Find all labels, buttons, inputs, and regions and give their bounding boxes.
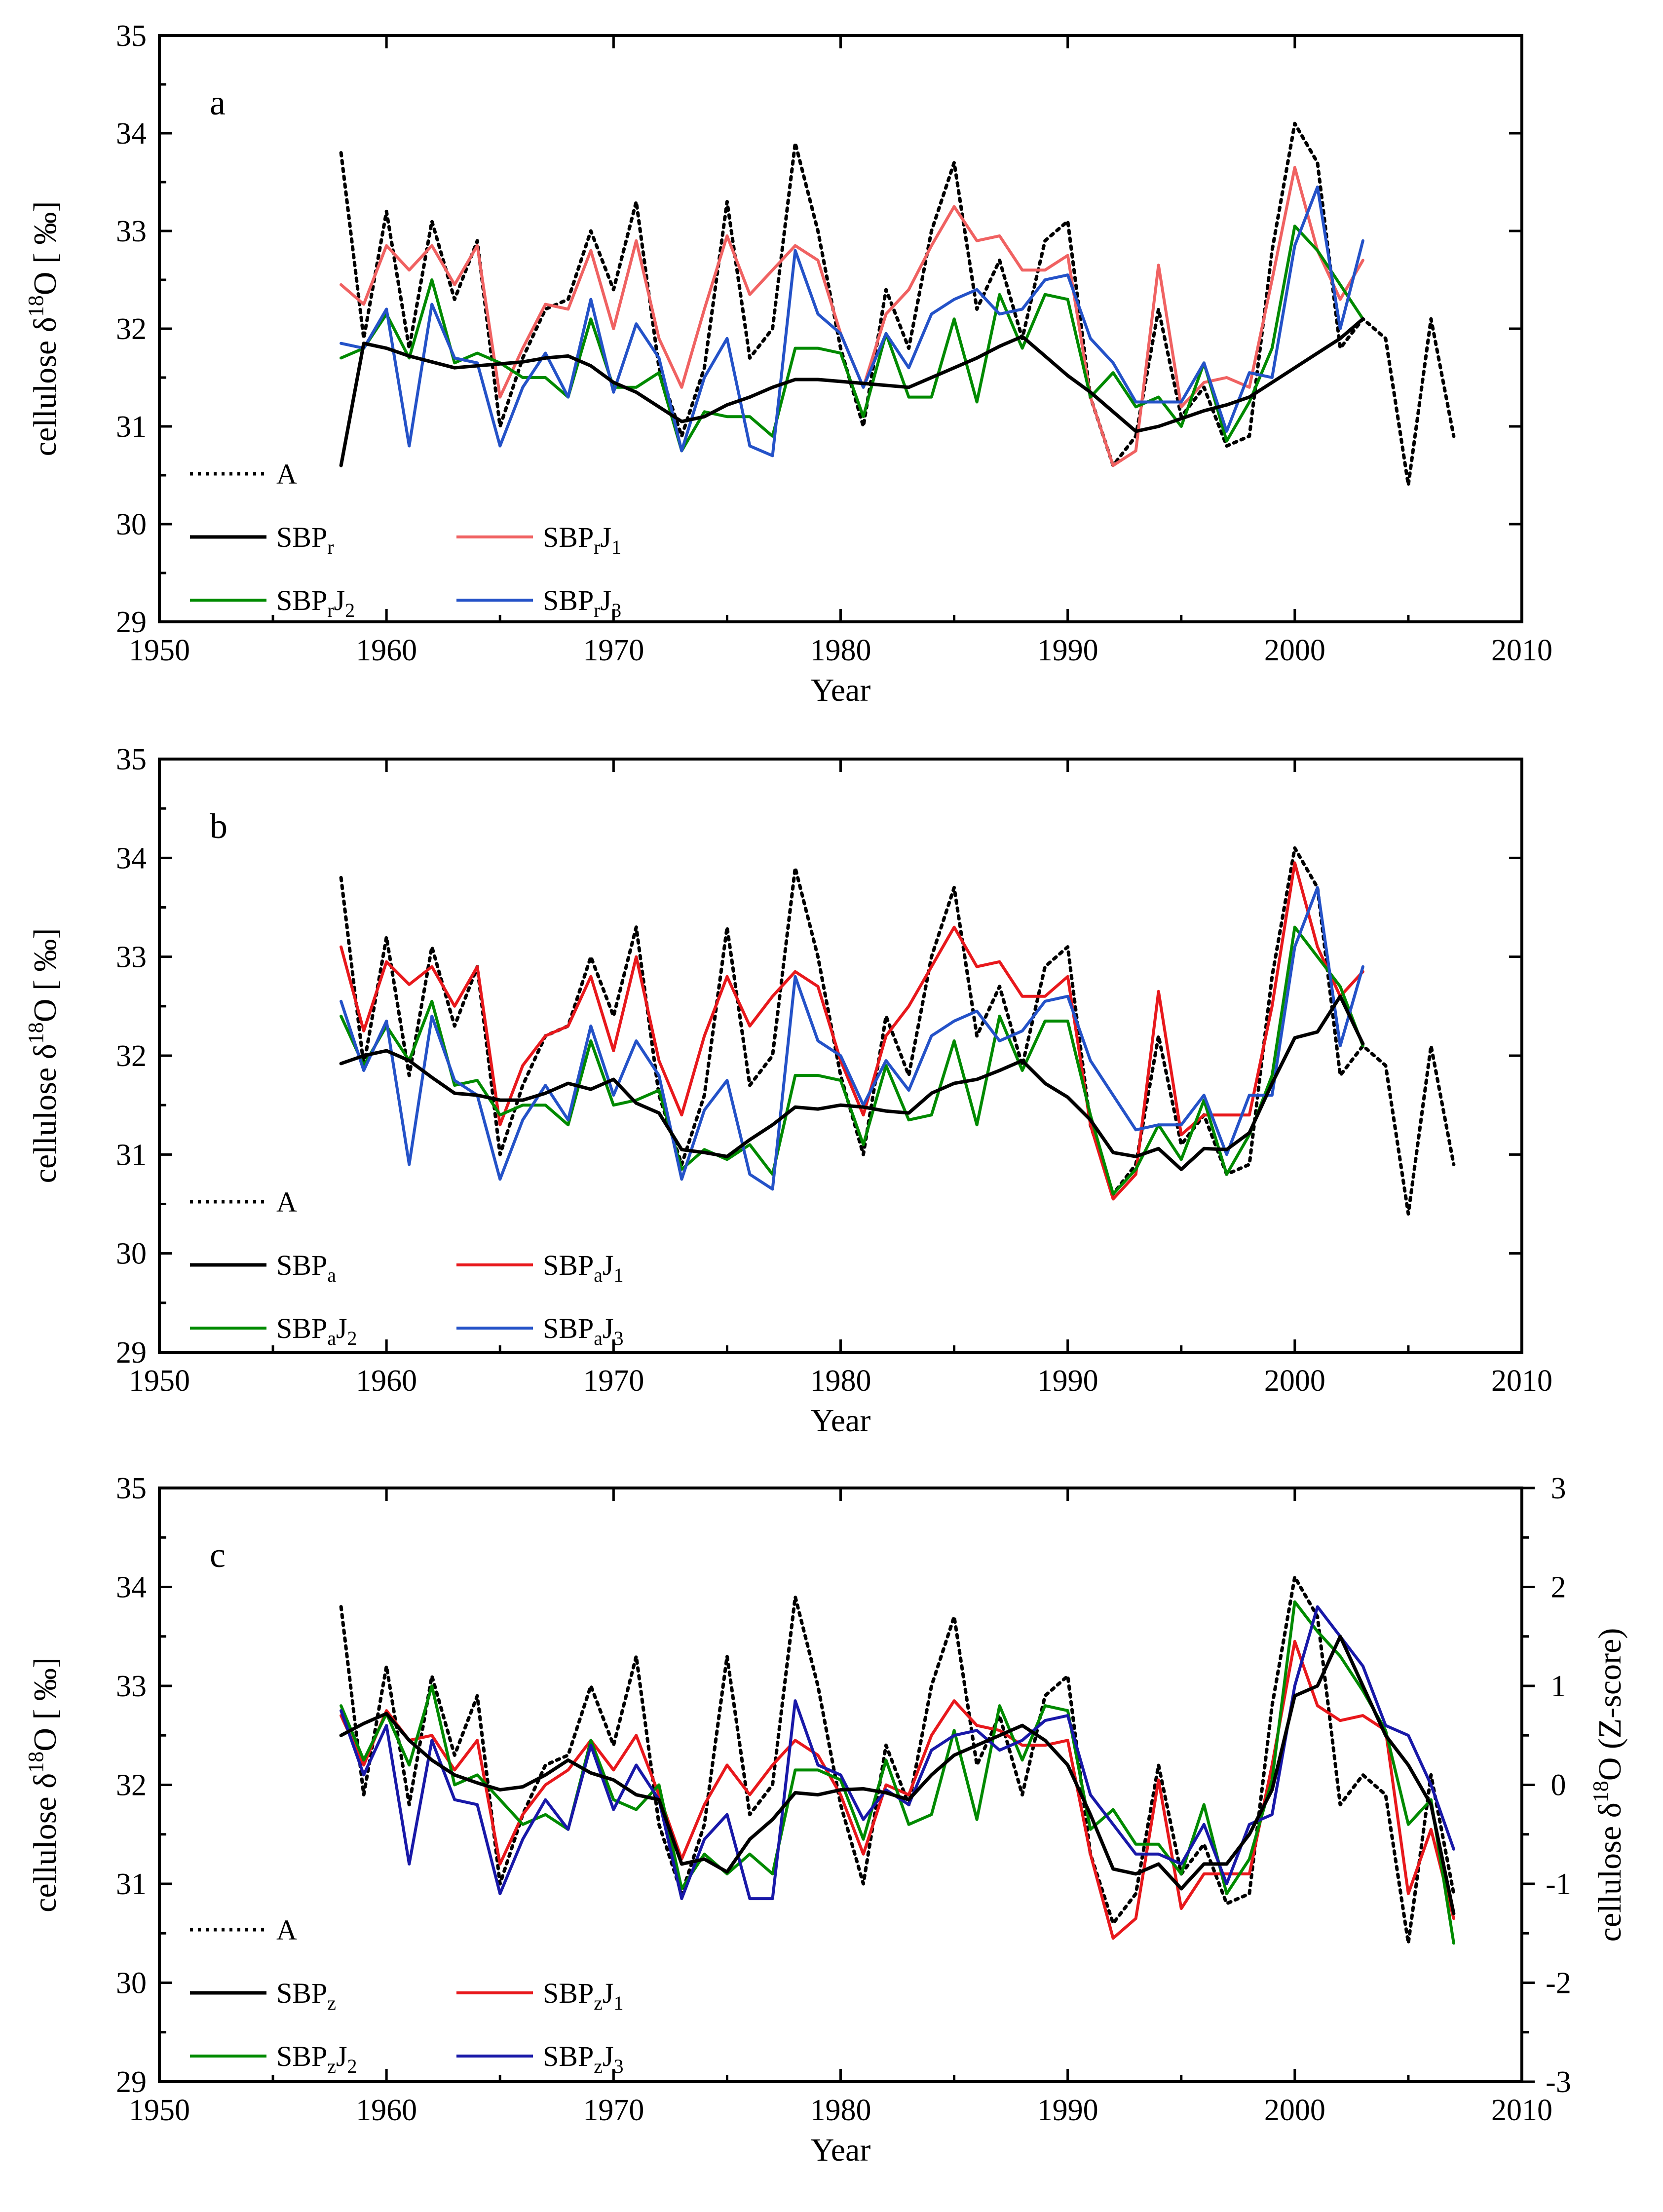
legend-label-SBPr: SBPr	[276, 521, 334, 558]
x-tick-label: 1950	[129, 1364, 190, 1398]
svg-text:cellulose δ18O (Z-score): cellulose δ18O (Z-score)	[1588, 1628, 1628, 1942]
legend-label-SBPzJ1: SBPzJ1	[543, 1977, 624, 2014]
x-tick-label: 1990	[1037, 2094, 1098, 2127]
panel-label: b	[210, 806, 227, 846]
x-tick-label: 1960	[356, 2094, 417, 2127]
y2-tick-label: 2	[1551, 1571, 1566, 1604]
y-tick-label: 29	[116, 2065, 147, 2099]
legend: A SBPa SBPaJ1 SBPaJ2 SBPaJ3	[190, 1186, 624, 1349]
legend-label-A: A	[276, 1186, 297, 1218]
series-line-SBPr	[339, 317, 1365, 467]
legend-label-A: A	[276, 458, 297, 490]
legend-label-SBPrJ3: SBPrJ3	[543, 584, 621, 621]
x-axis-title: Year	[811, 672, 871, 708]
svg-text:cellulose δ18O [ ‰]: cellulose δ18O [ ‰]	[24, 1657, 63, 1912]
x-tick-label: 1950	[129, 634, 190, 667]
legend: A SBPz SBPzJ1 SBPzJ2 SBPzJ3	[190, 1914, 624, 2077]
y2-tick-label: -1	[1546, 1868, 1571, 1901]
y-tick-label: 30	[116, 1237, 147, 1271]
series-line-SBPzJ2	[340, 1600, 1455, 1945]
y-axis-title: cellulose δ18O [ ‰]	[24, 1657, 63, 1912]
y-tick-label: 31	[116, 1138, 147, 1172]
legend-label-SBPaJ1: SBPaJ1	[543, 1249, 624, 1286]
panel-a: 1950 1960 1970 1980 1990 2000 2010 29 30 31 32 33 34…	[24, 19, 1552, 708]
y-tick-label: 32	[116, 1769, 147, 1802]
series-line-A	[339, 846, 1456, 1216]
y2-tick-label: 1	[1551, 1670, 1566, 1703]
x-tick-label: 2010	[1491, 1364, 1552, 1398]
x-tick-label: 1970	[583, 634, 644, 667]
x-tick-label: 2000	[1264, 2094, 1325, 2127]
svg-text:cellulose δ18O [ ‰]: cellulose δ18O [ ‰]	[24, 928, 63, 1183]
x-tick-label: 1960	[356, 1364, 417, 1398]
x-tick-label: 1980	[810, 2094, 871, 2127]
y-tick-label: 34	[116, 117, 147, 151]
x-axis-title: Year	[811, 2132, 871, 2168]
y-tick-label: 33	[116, 1670, 147, 1703]
x-tick-label: 2000	[1264, 1364, 1325, 1398]
x-tick-label: 1990	[1037, 1364, 1098, 1398]
y2-tick-label: 0	[1551, 1769, 1566, 1802]
x-tick-label: 2010	[1491, 634, 1552, 667]
y2-tick-label: -2	[1546, 1967, 1571, 2000]
x-tick-label: 2010	[1491, 2094, 1552, 2127]
y-tick-label: 34	[116, 841, 147, 875]
y-tick-label: 35	[116, 19, 147, 53]
legend-label-SBPa: SBPa	[276, 1249, 336, 1286]
y-tick-label: 32	[116, 1039, 147, 1073]
x-axis-title: Year	[811, 1403, 871, 1439]
series-line-SBPrJ2	[340, 225, 1364, 453]
series-line-A	[339, 121, 1456, 487]
x-tick-label: 1960	[356, 634, 417, 667]
series-line-SBPrJ3	[340, 185, 1364, 458]
y2-tick-label: -3	[1546, 2065, 1571, 2099]
legend-label-SBPrJ1: SBPrJ1	[543, 521, 621, 558]
y-tick-label: 29	[116, 606, 147, 639]
series-line-SBPz	[339, 1635, 1456, 1915]
legend-label-SBPaJ2: SBPaJ2	[276, 1312, 357, 1349]
x-tick-label: 2000	[1264, 634, 1325, 667]
series-line-SBPa	[339, 994, 1365, 1171]
y-tick-label: 30	[116, 1967, 147, 2000]
legend-label-A: A	[276, 1914, 297, 1946]
svg-text:cellulose δ18O [ ‰]: cellulose δ18O [ ‰]	[24, 201, 63, 457]
y-tick-label: 35	[116, 1472, 147, 1505]
x-tick-label: 1970	[583, 2094, 644, 2127]
y-tick-label: 31	[116, 1868, 147, 1901]
x-tick-label: 1980	[810, 634, 871, 667]
legend-label-SBPzJ3: SBPzJ3	[543, 2040, 624, 2077]
series-line-SBPaJ2	[340, 925, 1364, 1196]
y2-axis-title: cellulose δ18O (Z-score)	[1588, 1628, 1628, 1942]
legend-label-SBPz: SBPz	[276, 1977, 336, 2014]
y-tick-label: 30	[116, 508, 147, 541]
y-axis-title: cellulose δ18O [ ‰]	[24, 928, 63, 1183]
y-tick-label: 35	[116, 743, 147, 776]
legend-label-SBPrJ2: SBPrJ2	[276, 584, 355, 621]
series-line-A	[339, 1575, 1456, 1945]
legend-label-SBPaJ3: SBPaJ3	[543, 1312, 624, 1349]
legend: A SBPr SBPrJ1 SBPrJ2 SBPrJ3	[190, 458, 621, 621]
legend-label-SBPzJ2: SBPzJ2	[276, 2040, 357, 2077]
y-tick-label: 29	[116, 1336, 147, 1370]
panel-label: a	[210, 83, 226, 122]
y-tick-label: 31	[116, 410, 147, 444]
x-tick-label: 1950	[129, 2094, 190, 2127]
y2-tick-label: 3	[1551, 1472, 1566, 1505]
y-tick-label: 33	[116, 941, 147, 974]
y-tick-label: 32	[116, 312, 147, 346]
y-tick-label: 34	[116, 1571, 147, 1604]
series-line-SBPaJ3	[340, 886, 1364, 1191]
panel-b: 1950 1960 1970 1980 1990 2000 2010 29 30 31 32 33 34…	[24, 743, 1552, 1439]
panel-c: 1950 1960 1970 1980 1990 2000 2010293031323334…	[24, 1472, 1628, 2168]
y-tick-label: 33	[116, 215, 147, 248]
x-tick-label: 1990	[1037, 634, 1098, 667]
panel-label: c	[210, 1535, 226, 1575]
x-tick-label: 1980	[810, 1364, 871, 1398]
y-axis-title: cellulose δ18O [ ‰]	[24, 201, 63, 457]
x-tick-label: 1970	[583, 1364, 644, 1398]
series-line-SBPaJ1	[340, 861, 1364, 1201]
